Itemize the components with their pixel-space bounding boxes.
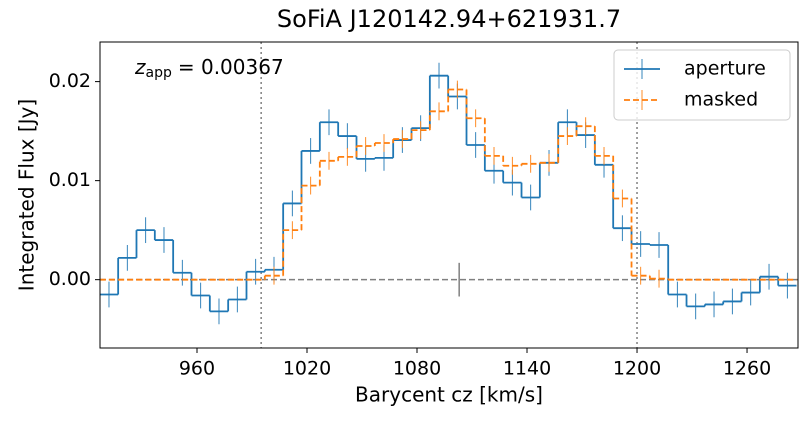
plot-area <box>100 42 798 348</box>
annotation-symbol: z <box>134 55 146 79</box>
annotation-subscript: app <box>146 65 172 81</box>
x-tick-label: 960 <box>179 358 215 380</box>
y-axis-label: Integrated Flux [Jy] <box>15 99 39 291</box>
legend-box <box>613 49 791 121</box>
chart-title: SoFiA J120142.94+621931.7 <box>277 5 621 33</box>
x-tick-label: 1020 <box>283 358 331 380</box>
y-tick-label: 0.00 <box>49 268 91 290</box>
x-tick-label: 1200 <box>613 358 661 380</box>
x-tick-label: 1140 <box>503 358 551 380</box>
annotation-text: = 0.00367 <box>178 55 284 79</box>
legend-label: masked <box>684 89 758 111</box>
x-tick-label: 1260 <box>723 358 771 380</box>
legend-label: aperture <box>684 58 766 80</box>
x-tick-label: 1080 <box>393 358 441 380</box>
x-axis-label: Barycent cz [km/s] <box>355 383 543 407</box>
annotation: zapp = 0.00367 <box>134 55 284 82</box>
y-tick-label: 0.01 <box>49 169 91 191</box>
axes-frame <box>99 41 799 349</box>
y-tick-label: 0.02 <box>49 70 91 92</box>
